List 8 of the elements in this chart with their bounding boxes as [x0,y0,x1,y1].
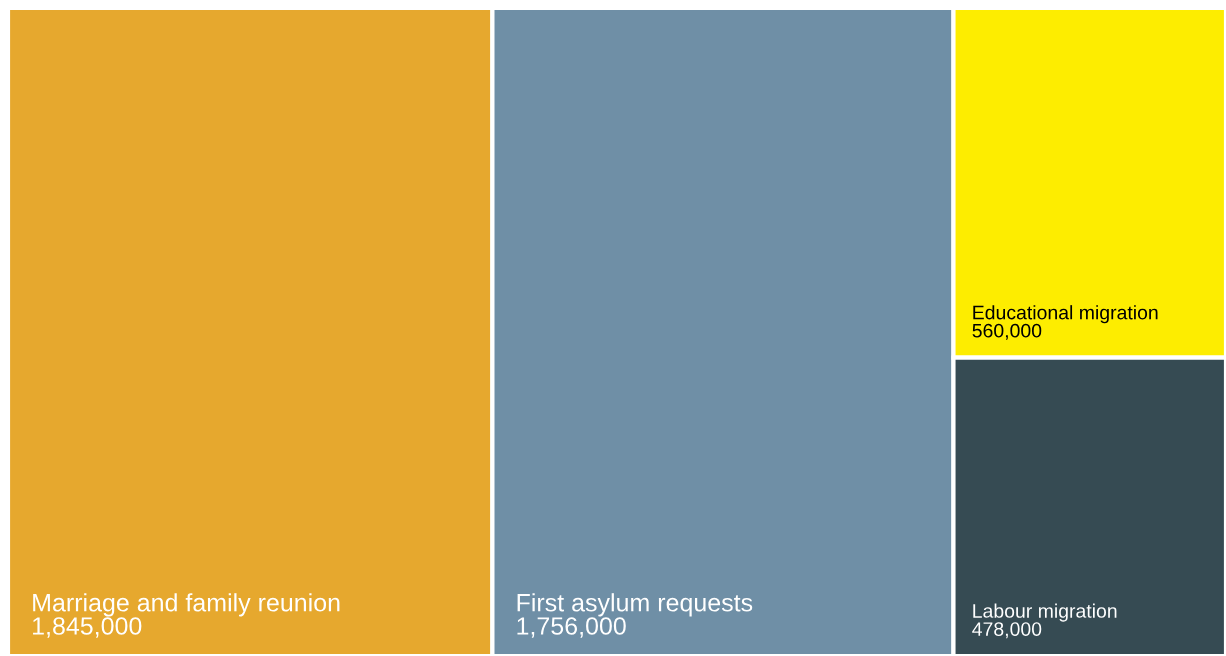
data-label: 1,756,000 [517,617,626,638]
category-label: First asylum requests [517,593,753,617]
data-label: 560,000 [972,323,1042,340]
data-label: 1,845,000 [33,617,142,638]
category-label: Marriage and family reunion [33,593,340,617]
category-label: Educational migration [973,305,1158,324]
data-label: 478,000 [972,622,1042,639]
category-label: Labour migration [973,603,1117,622]
